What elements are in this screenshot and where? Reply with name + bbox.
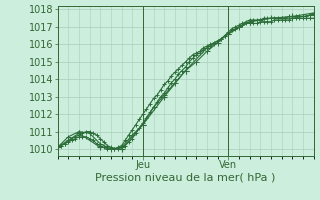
X-axis label: Pression niveau de la mer( hPa ): Pression niveau de la mer( hPa ) (95, 173, 276, 183)
